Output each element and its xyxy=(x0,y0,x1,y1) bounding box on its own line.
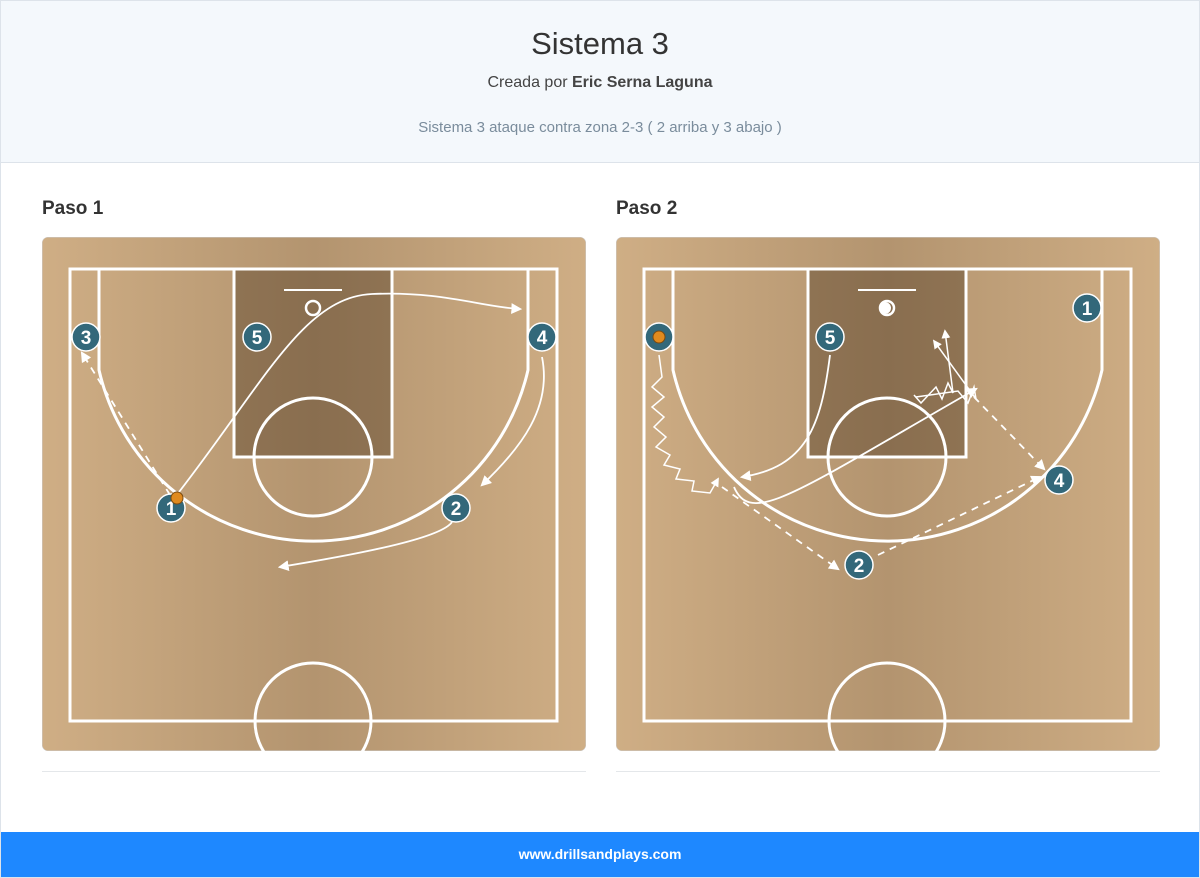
court: 5 1 4 2 xyxy=(616,237,1160,751)
author[interactable]: Eric Serna Laguna xyxy=(572,74,713,91)
movement-arrow xyxy=(733,387,978,505)
court-lines xyxy=(642,267,1133,751)
court-lines xyxy=(68,267,559,751)
movement-arrow xyxy=(739,354,831,481)
hoop xyxy=(304,299,322,317)
step-title: Paso 1 xyxy=(42,198,104,219)
movement-arrow xyxy=(480,356,545,487)
three-point-line xyxy=(671,269,1104,543)
movement-arrow xyxy=(913,329,954,405)
free-throw-circle xyxy=(252,396,374,518)
footer[interactable]: www.drillsandplays.com xyxy=(1,832,1199,877)
paint xyxy=(806,267,968,459)
player-number: 2 xyxy=(854,556,865,577)
step: Paso 1 3 5 4 1 2 xyxy=(42,198,586,772)
player xyxy=(527,322,557,352)
title: Sistema 3 xyxy=(531,26,669,61)
paint xyxy=(232,267,394,459)
court-floor xyxy=(42,237,586,751)
free-throw-circle xyxy=(826,396,948,518)
movement-arrow xyxy=(973,396,1046,471)
movement-arrow xyxy=(650,354,719,494)
player xyxy=(242,322,272,352)
movement-arrow xyxy=(277,521,453,571)
court: 3 5 4 1 2 xyxy=(42,237,586,751)
boundary xyxy=(68,267,559,723)
player-number: 4 xyxy=(1054,471,1065,492)
player-number: 5 xyxy=(252,328,263,349)
step: Paso 2 5 1 4 2 xyxy=(616,198,1160,772)
player xyxy=(844,550,874,580)
player-number: 1 xyxy=(1082,299,1093,320)
player-number: 2 xyxy=(451,499,462,520)
player xyxy=(815,322,845,352)
player-number: 5 xyxy=(825,328,836,349)
step-title: Paso 2 xyxy=(616,198,678,219)
separator xyxy=(42,771,586,772)
court-floor xyxy=(616,237,1160,751)
ball xyxy=(652,330,666,344)
ball xyxy=(170,491,184,505)
center-circle xyxy=(253,661,373,751)
three-point-line xyxy=(97,269,530,543)
center-circle xyxy=(827,661,947,751)
boundary xyxy=(642,267,1133,723)
player-number: 3 xyxy=(81,328,92,349)
movement-arrow xyxy=(877,475,1042,556)
separator xyxy=(616,771,1160,772)
description: Sistema 3 ataque contra zona 2-3 ( 2 arr… xyxy=(418,119,782,136)
player xyxy=(1072,293,1102,323)
movement-arrow xyxy=(721,486,840,571)
movement-arrow xyxy=(80,351,171,496)
hoop-ball xyxy=(879,302,891,314)
header: Sistema 3 Creada por Eric Serna Laguna S… xyxy=(1,1,1199,163)
movement-arrow xyxy=(171,292,523,502)
player xyxy=(441,493,471,523)
player xyxy=(71,322,101,352)
player xyxy=(1044,465,1074,495)
author-prefix: Creada por xyxy=(487,74,568,91)
player-number: 1 xyxy=(166,499,177,520)
player-number: 4 xyxy=(537,328,548,349)
author-line: Creada por Eric Serna Laguna xyxy=(1,74,1199,92)
